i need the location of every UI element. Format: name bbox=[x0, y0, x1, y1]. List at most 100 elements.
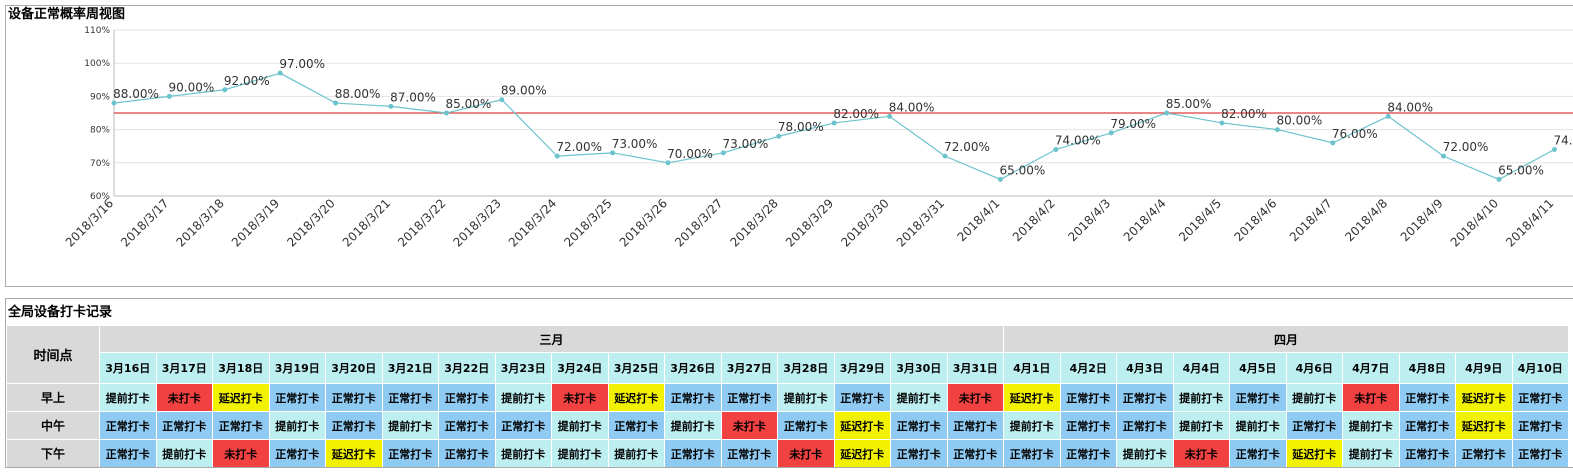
day-header: 3月30日 bbox=[890, 352, 948, 384]
x-tick-label: 2018/3/25 bbox=[561, 196, 614, 249]
status-cell: 正常打卡 bbox=[438, 439, 496, 467]
x-tick-label: 2018/4/9 bbox=[1398, 196, 1446, 244]
data-row: 早上 提前打卡 未打卡 延迟打卡 正常打卡 正常打卡 正常打卡 正常打卡 提前打卡 未打卡 延迟打卡… bbox=[6, 383, 1570, 412]
point bbox=[1496, 176, 1502, 182]
x-tick-label: 2018/3/22 bbox=[395, 196, 448, 249]
value-label: 85.00% bbox=[1166, 97, 1212, 111]
day-header: 3月24日 bbox=[551, 352, 609, 384]
value-label: 82.00% bbox=[833, 107, 879, 121]
status-cell: 延迟打卡 bbox=[1455, 411, 1513, 440]
status-cell: 提前打卡 bbox=[155, 439, 213, 467]
x-tick-label: 2018/4/11 bbox=[1503, 196, 1556, 249]
value-label: 82.00% bbox=[1221, 107, 1267, 121]
x-tick-label: 2018/3/26 bbox=[617, 196, 670, 249]
value-label: 76.00% bbox=[1332, 127, 1378, 141]
day-header: 3月17日 bbox=[155, 352, 213, 384]
chart-panel bbox=[5, 5, 1573, 287]
day-row: 3月16日 3月17日 3月18日 3月19日 3月20日 3月21日 3月22日 3月23日… bbox=[7, 352, 1570, 384]
day-header: 3月25日 bbox=[607, 352, 665, 384]
status-cell: 正常打卡 bbox=[1511, 439, 1570, 467]
status-cell: 正常打卡 bbox=[946, 439, 1005, 467]
day-header: 3月21日 bbox=[381, 352, 439, 384]
x-tick-label: 2018/3/21 bbox=[340, 196, 393, 249]
day-header: 4月9日 bbox=[1455, 352, 1513, 384]
x-tick-label: 2018/4/6 bbox=[1232, 196, 1280, 244]
status-cell: 提前打卡 bbox=[494, 439, 552, 467]
month-header: 三月 bbox=[98, 324, 1005, 354]
status-cell: 正常打卡 bbox=[890, 411, 948, 440]
x-tick-label: 2018/4/8 bbox=[1342, 196, 1390, 244]
corner-cell: 时间点 bbox=[6, 325, 100, 384]
value-label: 73.00% bbox=[723, 137, 769, 151]
x-tick-label: 2018/3/28 bbox=[728, 196, 781, 249]
value-label: 73.00% bbox=[612, 137, 658, 151]
status-cell: 正常打卡 bbox=[212, 411, 270, 440]
status-cell: 提前打卡 bbox=[1342, 439, 1400, 467]
value-label: 74.00% bbox=[1055, 134, 1101, 148]
status-cell: 提前打卡 bbox=[1229, 411, 1287, 440]
y-tick-label: 110% bbox=[84, 26, 110, 36]
status-cell: 提前打卡 bbox=[1172, 383, 1231, 412]
attendance-table: 时间点 三月 四月 3月16日 3月17日 3月18日 3月19日 3月20日 3月21日 3月2… bbox=[6, 324, 1570, 467]
point bbox=[277, 70, 283, 76]
status-cell: 正常打卡 bbox=[890, 439, 948, 467]
point bbox=[1441, 153, 1447, 159]
status-cell: 正常打卡 bbox=[1059, 411, 1118, 440]
status-cell: 提前打卡 bbox=[99, 383, 157, 412]
point bbox=[1385, 113, 1391, 119]
status-cell: 正常打卡 bbox=[268, 439, 326, 467]
status-cell: 提前打卡 bbox=[1003, 411, 1061, 440]
status-cell: 正常打卡 bbox=[664, 383, 722, 412]
value-label: 88.00% bbox=[335, 87, 381, 101]
x-tick-label: 2018/3/27 bbox=[672, 196, 725, 249]
x-tick-label: 2018/4/10 bbox=[1448, 196, 1501, 249]
point bbox=[554, 153, 560, 159]
value-label: 88.00% bbox=[113, 87, 159, 101]
row-header: 中午 bbox=[6, 411, 100, 440]
status-cell: 正常打卡 bbox=[1116, 411, 1174, 440]
value-label: 92.00% bbox=[224, 74, 270, 88]
status-cell: 正常打卡 bbox=[720, 439, 778, 467]
status-cell: 延迟打卡 bbox=[212, 383, 270, 412]
point bbox=[1330, 140, 1336, 146]
status-cell: 提前打卡 bbox=[607, 439, 665, 467]
x-tick-label: 2018/3/17 bbox=[118, 196, 171, 249]
x-tick-label: 2018/3/30 bbox=[838, 196, 891, 249]
status-cell: 提前打卡 bbox=[1116, 439, 1174, 467]
status-cell: 延迟打卡 bbox=[325, 439, 383, 467]
value-label: 80.00% bbox=[1277, 114, 1323, 128]
value-label: 72.00% bbox=[556, 140, 602, 154]
day-header: 4月3日 bbox=[1116, 352, 1174, 384]
day-header: 3月19日 bbox=[268, 352, 326, 384]
chart: 设备正常概率周视图 60% 70% 80% 90% 100% 110% 88.00% 2018… bbox=[5, 5, 1573, 287]
status-cell: 正常打卡 bbox=[1059, 439, 1118, 467]
status-cell: 提前打卡 bbox=[1285, 383, 1344, 412]
status-cell: 未打卡 bbox=[1342, 383, 1400, 412]
point bbox=[1219, 120, 1225, 126]
status-cell: 延迟打卡 bbox=[1003, 383, 1061, 412]
day-header: 3月28日 bbox=[777, 352, 835, 384]
x-tick-label: 2018/4/1 bbox=[955, 196, 1003, 244]
day-header: 3月18日 bbox=[212, 352, 270, 384]
value-label: 90.00% bbox=[169, 80, 215, 94]
point bbox=[333, 100, 339, 106]
point bbox=[1551, 147, 1557, 153]
day-header: 3月31日 bbox=[946, 352, 1005, 384]
day-header: 4月8日 bbox=[1398, 352, 1457, 384]
value-label: 87.00% bbox=[390, 90, 436, 104]
y-tick-label: 70% bbox=[90, 159, 110, 169]
day-header: 3月29日 bbox=[833, 352, 891, 384]
status-cell: 正常打卡 bbox=[833, 383, 891, 412]
row-header: 早上 bbox=[6, 383, 100, 412]
status-cell: 正常打卡 bbox=[325, 411, 383, 440]
x-tick-label: 2018/3/20 bbox=[284, 196, 337, 249]
status-cell: 延迟打卡 bbox=[833, 439, 891, 467]
x-tick-label: 2018/3/23 bbox=[451, 196, 504, 249]
status-cell: 正常打卡 bbox=[99, 439, 157, 467]
status-cell: 正常打卡 bbox=[1059, 383, 1118, 412]
status-cell: 提前打卡 bbox=[494, 383, 552, 412]
status-cell: 正常打卡 bbox=[494, 411, 552, 440]
status-cell: 提前打卡 bbox=[664, 411, 722, 440]
point bbox=[997, 176, 1003, 182]
value-label: 72.00% bbox=[1443, 140, 1489, 154]
